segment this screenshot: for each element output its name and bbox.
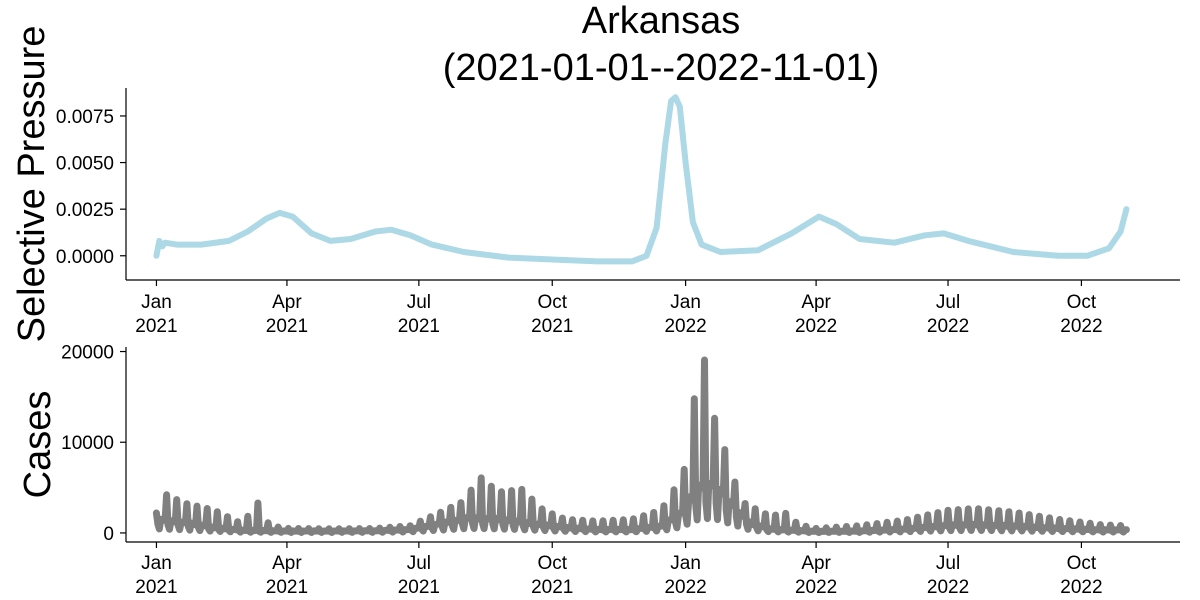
cases-series-line bbox=[152, 356, 1130, 536]
cases-xtick-year: 2022 bbox=[664, 577, 706, 598]
selective-pressure-xtick-month: Jan bbox=[670, 292, 701, 313]
cases-xtick-month: Jan bbox=[670, 553, 701, 574]
selective-pressure-xtick-year: 2022 bbox=[1060, 316, 1102, 337]
selective-pressure-xtick-year: 2021 bbox=[135, 316, 177, 337]
cases-xtick-month: Oct bbox=[1067, 553, 1097, 574]
selective-pressure-xtick-year: 2021 bbox=[398, 316, 440, 337]
selective-pressure-xtick-month: Jan bbox=[141, 292, 172, 313]
cases-xtick-month: Jan bbox=[141, 553, 172, 574]
cases-ytick-label: 0 bbox=[103, 524, 114, 545]
selective-pressure-xtick-year: 2022 bbox=[664, 316, 706, 337]
cases-xtick-year: 2021 bbox=[531, 577, 573, 598]
selective-pressure-ytick-label: 0.0000 bbox=[56, 247, 114, 268]
cases-xtick-month: Apr bbox=[801, 553, 831, 574]
cases-ytick-label: 20000 bbox=[61, 343, 114, 364]
selective-pressure-ytick-label: 0.0075 bbox=[56, 107, 114, 128]
selective-pressure-xtick-year: 2021 bbox=[531, 316, 573, 337]
selective-pressure-ylabel: Selective Pressure bbox=[11, 26, 53, 343]
cases-xtick-month: Jul bbox=[407, 553, 431, 574]
cases-panel: 0 10000 20000 Jan 2021 Apr 2021 Jul 2021 Oct 2021 J… bbox=[17, 343, 1180, 598]
cases-xtick-year: 2022 bbox=[1060, 577, 1102, 598]
cases-xtick-year: 2022 bbox=[795, 577, 837, 598]
cases-xtick-year: 2022 bbox=[927, 577, 969, 598]
selective-pressure-ytick-label: 0.0050 bbox=[56, 154, 114, 175]
cases-xtick-month: Oct bbox=[537, 553, 567, 574]
selective-pressure-series-line bbox=[153, 94, 1130, 265]
selective-pressure-ytick-label: 0.0025 bbox=[56, 200, 114, 221]
cases-xtick-year: 2021 bbox=[398, 577, 440, 598]
selective-pressure-xtick-month: Jul bbox=[936, 292, 960, 313]
chart-title-line2: (2021-01-01--2022-11-01) bbox=[443, 47, 880, 89]
cases-ytick-label: 10000 bbox=[61, 433, 114, 454]
selective-pressure-panel: 0.0000 0.0025 0.0050 0.0075 Jan 2021 Apr 2021 Ju… bbox=[11, 26, 1180, 343]
selective-pressure-xtick-month: Oct bbox=[537, 292, 567, 313]
selective-pressure-xtick-month: Apr bbox=[272, 292, 302, 313]
selective-pressure-xtick-year: 2022 bbox=[927, 316, 969, 337]
cases-ylabel: Cases bbox=[17, 391, 59, 499]
selective-pressure-xtick-year: 2022 bbox=[795, 316, 837, 337]
selective-pressure-xtick-month: Apr bbox=[801, 292, 831, 313]
selective-pressure-xtick-year: 2021 bbox=[266, 316, 308, 337]
cases-xtick-month: Apr bbox=[272, 553, 302, 574]
cases-xtick-year: 2021 bbox=[135, 577, 177, 598]
cases-xtick-year: 2021 bbox=[266, 577, 308, 598]
cases-xtick-month: Jul bbox=[936, 553, 960, 574]
selective-pressure-xtick-month: Oct bbox=[1067, 292, 1097, 313]
selective-pressure-xtick-month: Jul bbox=[407, 292, 431, 313]
chart-title-line1: Arkansas bbox=[582, 0, 740, 42]
